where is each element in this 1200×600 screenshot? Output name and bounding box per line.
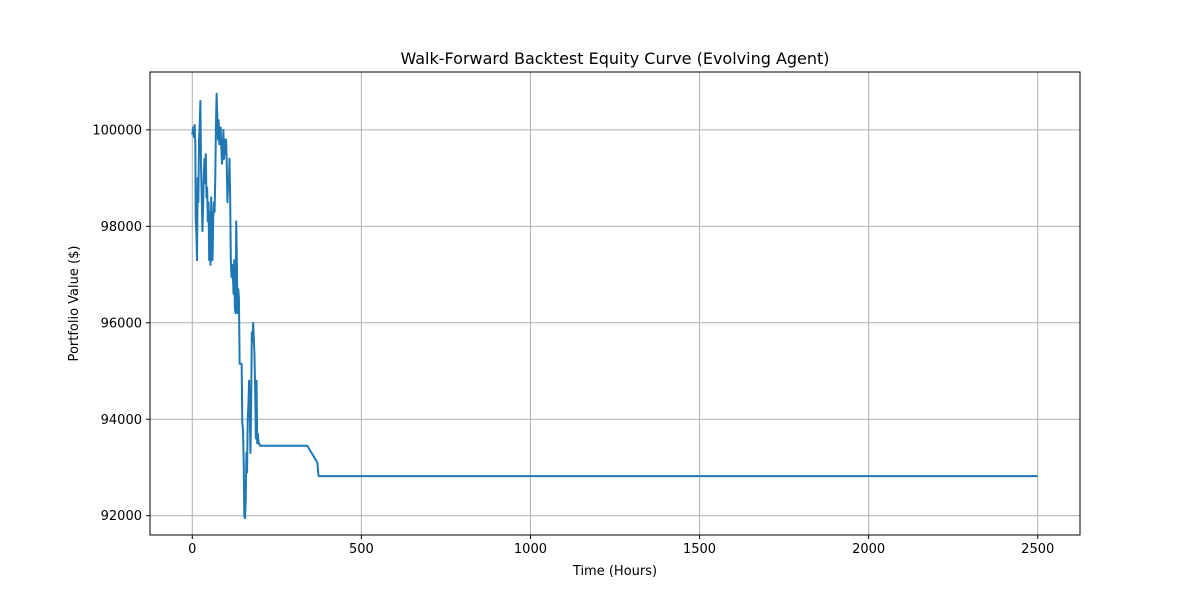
x-axis-label: Time (Hours) [572, 564, 657, 579]
y-tick-label: 92000 [101, 509, 142, 524]
y-tick-label: 98000 [101, 220, 142, 235]
x-tick-label: 0 [188, 542, 196, 557]
chart-title: Walk-Forward Backtest Equity Curve (Evol… [400, 49, 829, 68]
x-tick-label: 1000 [514, 542, 547, 557]
y-tick-label: 94000 [101, 413, 142, 428]
y-tick-label: 100000 [92, 123, 142, 138]
y-tick-label: 96000 [101, 316, 142, 331]
axis-ticks: 0 500 1000 1500 2000 2500 92000 94000 96000 98000… [92, 123, 1054, 557]
grid-lines [150, 72, 1080, 535]
x-tick-label: 1500 [683, 542, 716, 557]
y-axis-label: Portfolio Value ($) [67, 246, 82, 362]
x-tick-label: 500 [349, 542, 374, 557]
x-tick-label: 2000 [852, 542, 885, 557]
x-tick-label: 2500 [1021, 542, 1054, 557]
series-layer [191, 92, 1038, 520]
plot-frame [149, 71, 1081, 536]
plot-area [150, 72, 1080, 535]
equity-curve-line [191, 92, 1038, 520]
